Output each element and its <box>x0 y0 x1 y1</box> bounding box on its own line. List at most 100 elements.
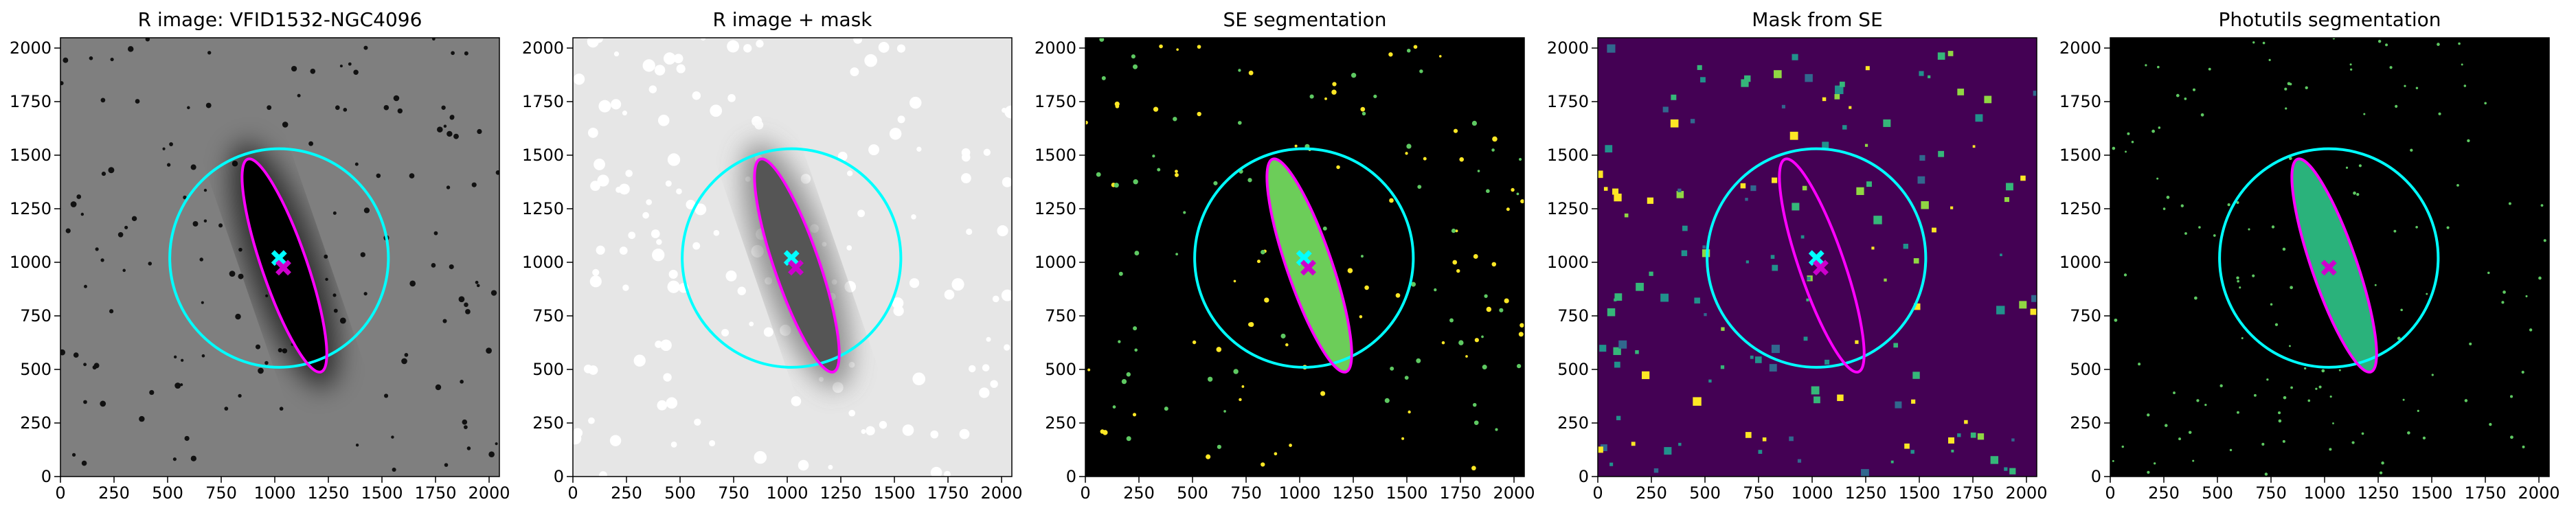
texture-dot <box>2004 197 2009 203</box>
x-tick-label: 1250 <box>1332 483 1374 503</box>
texture-dot <box>2173 391 2176 395</box>
texture-dot <box>879 421 888 429</box>
texture-dot <box>2464 399 2468 402</box>
y-tick-label: 0 <box>554 467 564 486</box>
texture-dot <box>339 317 346 324</box>
texture-dot <box>229 271 236 277</box>
texture-dot <box>1405 152 1408 155</box>
texture-dot <box>1873 216 1882 225</box>
texture-dot <box>1984 95 1992 104</box>
texture-dot <box>1702 245 1706 249</box>
texture-dot <box>190 164 196 170</box>
texture-dot <box>391 435 394 439</box>
texture-dot <box>1499 308 1504 312</box>
texture-dot <box>598 100 611 113</box>
texture-dot <box>431 263 436 268</box>
ellipse-outline <box>240 157 328 374</box>
texture-dot <box>1264 297 1269 303</box>
texture-dot <box>1261 462 1265 467</box>
center-marker <box>275 260 291 276</box>
texture-dot <box>1890 460 1894 464</box>
texture-dot <box>376 173 381 179</box>
texture-dot <box>2278 419 2282 423</box>
texture-dot <box>1472 402 1477 407</box>
texture-dot <box>961 173 971 183</box>
texture-dot <box>282 122 289 128</box>
texture-dot <box>1792 203 1800 211</box>
texture-dot <box>238 273 244 279</box>
texture-dot <box>1360 255 1364 258</box>
panel-title: R image + mask <box>712 8 872 31</box>
texture-dot <box>1332 82 1337 87</box>
texture-dot <box>1614 293 1623 301</box>
texture-dot <box>2131 140 2134 144</box>
texture-dot <box>1913 258 1919 264</box>
texture-dot <box>339 65 343 68</box>
texture-dot <box>2261 442 2265 446</box>
texture-dot <box>73 352 79 358</box>
texture-dot <box>1750 185 1756 192</box>
texture-dot <box>1423 157 1427 161</box>
texture-dot <box>754 450 767 464</box>
texture-dot <box>1520 199 1524 204</box>
texture-dot <box>878 42 890 53</box>
texture-dot <box>619 247 628 255</box>
texture-dot <box>1670 119 1679 128</box>
x-tick-label: 1500 <box>2410 483 2452 503</box>
texture-dot <box>655 341 663 348</box>
texture-dot <box>363 207 370 214</box>
texture-dot <box>983 148 991 157</box>
texture-dot <box>1233 369 1239 374</box>
texture-dot <box>694 203 707 216</box>
texture-dot <box>139 415 145 422</box>
y-tick-label: 1500 <box>1547 146 1589 165</box>
texture-dot <box>100 400 106 407</box>
texture-dot <box>2426 293 2428 295</box>
texture-dot <box>1395 293 1401 298</box>
ellipse-outline <box>1778 157 1866 374</box>
y-tick-label: 750 <box>1045 306 1076 325</box>
texture-dot <box>100 258 104 262</box>
texture-dot <box>1389 198 1394 203</box>
texture-dot <box>264 360 269 365</box>
texture-dot <box>1491 148 1495 152</box>
texture-dot <box>2288 345 2291 347</box>
texture-dot <box>162 147 166 150</box>
texture-dot <box>648 85 657 93</box>
texture-dot <box>2166 196 2170 199</box>
y-tick-label: 750 <box>2070 306 2101 325</box>
texture-dot <box>1770 255 1775 259</box>
texture-dot <box>2438 112 2441 115</box>
texture-dot <box>174 382 181 389</box>
texture-dot <box>2502 290 2506 294</box>
texture-dot <box>495 442 498 446</box>
texture-dot <box>589 275 602 288</box>
texture-dot <box>756 39 764 48</box>
x-tick-label: 0 <box>567 483 578 503</box>
texture-dot <box>127 46 134 52</box>
texture-dot <box>646 199 652 205</box>
texture-dot <box>800 174 811 184</box>
x-tick-label: 2000 <box>980 483 1022 503</box>
texture-dot <box>1324 97 1327 100</box>
texture-dot <box>2219 384 2223 388</box>
texture-dot <box>392 467 396 472</box>
texture-dot <box>80 212 84 216</box>
texture-dot <box>911 214 916 220</box>
texture-dot <box>1865 66 1870 71</box>
texture-dot <box>83 400 87 404</box>
texture-dot <box>2463 84 2467 87</box>
aperture-circle <box>2218 147 2440 369</box>
texture-dot <box>2395 104 2398 108</box>
texture-dot <box>642 59 655 72</box>
texture-dot <box>363 45 368 50</box>
texture-dot <box>2540 204 2544 207</box>
texture-dot <box>135 99 140 104</box>
texture-dot <box>1206 454 1211 459</box>
texture-dot <box>2358 164 2362 168</box>
texture-dot <box>1694 297 1700 304</box>
texture-dot <box>686 199 696 209</box>
texture-dot <box>2180 204 2184 207</box>
texture-dot <box>60 81 64 86</box>
texture-dot <box>1740 183 1746 189</box>
